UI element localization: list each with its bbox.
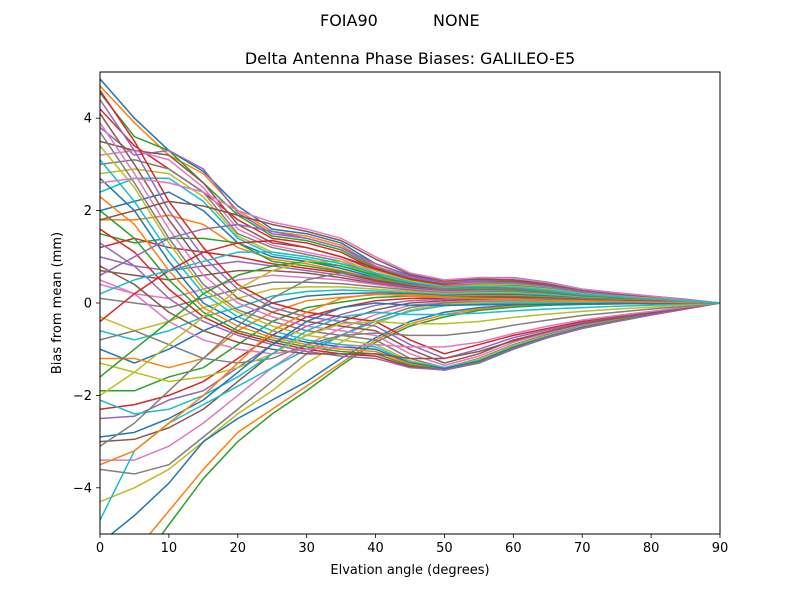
- y-tick-label: −4: [73, 481, 92, 496]
- series-line: [100, 265, 720, 360]
- series-line: [100, 223, 720, 304]
- y-axis-label: Bias from mean (mm): [50, 232, 65, 374]
- x-tick-label: 50: [436, 541, 453, 556]
- series-lines: [100, 78, 720, 534]
- x-tick-label: 30: [298, 541, 315, 556]
- y-axis: −4 −2 0 2 4: [73, 112, 100, 496]
- chart-title: Delta Antenna Phase Biases: GALILEO-E5: [245, 49, 575, 68]
- y-tick-label: −2: [73, 389, 92, 404]
- x-axis: 0 10 20 30 40 50 60 70 80 90: [96, 534, 728, 556]
- series-line: [100, 177, 720, 304]
- x-tick-label: 80: [643, 541, 660, 556]
- x-tick-label: 10: [161, 541, 178, 556]
- suptitle-right: NONE: [433, 11, 480, 30]
- series-line: [100, 242, 720, 371]
- y-tick-label: 2: [84, 204, 92, 219]
- x-tick-label: 40: [367, 541, 384, 556]
- x-axis-label: Elvation angle (degrees): [330, 563, 489, 578]
- series-line: [100, 90, 720, 355]
- y-tick-label: 4: [84, 112, 92, 127]
- series-line: [100, 279, 720, 355]
- series-line: [100, 251, 720, 304]
- series-line: [100, 200, 720, 304]
- y-tick-label: 0: [84, 297, 92, 312]
- x-tick-label: 90: [712, 541, 729, 556]
- x-tick-label: 20: [230, 541, 247, 556]
- x-tick-label: 0: [96, 541, 104, 556]
- suptitle-left: FOIA90: [320, 11, 378, 30]
- x-tick-label: 70: [574, 541, 591, 556]
- series-line: [100, 302, 720, 383]
- series-line: [100, 302, 720, 438]
- x-tick-label: 60: [505, 541, 522, 556]
- series-line: [100, 293, 720, 466]
